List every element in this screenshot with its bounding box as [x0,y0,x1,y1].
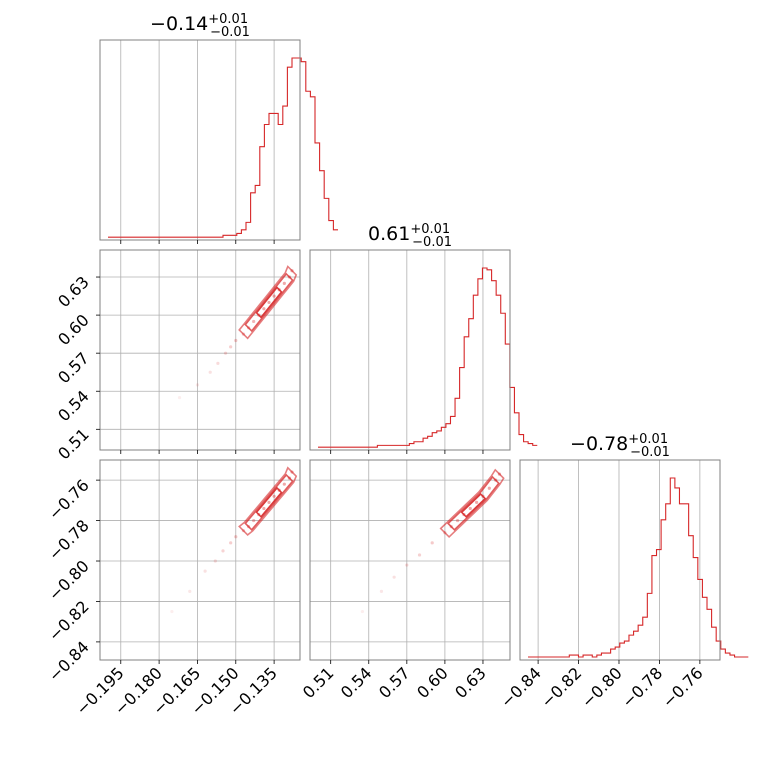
scatter-samples [177,269,294,400]
y-tick-label: −0.78 [45,516,93,564]
gridlines [330,250,484,450]
scatter-samples [170,470,294,614]
sample-point [475,500,479,504]
density-contour [255,286,283,319]
sample-point [282,281,286,285]
title-upper-error: +0.01 [410,222,450,237]
x-tick-label: 0.63 [451,663,490,702]
histogram-panel [519,459,721,661]
panel-title: −0.14+0.01 −0.01 [150,12,250,40]
sample-point [216,361,220,365]
sample-point [213,559,217,563]
x-tick-label: 0.60 [413,663,452,702]
x-tick-label: −0.82 [537,663,585,711]
sample-point [267,500,271,504]
title-value: 0.61 [368,223,410,245]
sample-point [195,383,200,387]
title-lower-error: −0.01 [210,25,250,40]
title-value: −0.78 [570,433,628,455]
correlation-panel [309,459,511,661]
sample-point [430,541,434,545]
sample-point [234,338,238,343]
correlation-panel [99,249,301,451]
histogram-line [528,477,749,658]
x-tick-label: −0.84 [497,663,545,711]
density-contour [255,486,283,518]
gridlines [120,40,275,240]
panel-title: −0.78+0.01 −0.01 [570,432,670,460]
y-tick-label: 0.63 [54,272,93,311]
histogram-panel [309,249,511,451]
sample-point [392,575,396,579]
gridlines [537,460,701,660]
correlation-panel [99,459,301,661]
y-tick-label: −0.80 [45,556,93,604]
sample-point [221,549,225,553]
sample-point [405,563,409,567]
sample-point [272,294,276,298]
x-tick-label: 0.57 [375,663,414,702]
sample-point [208,370,212,374]
sample-point [282,482,286,486]
gridlines [310,460,510,660]
sample-point [223,351,228,355]
density-contour [446,475,500,531]
x-tick-label: −0.78 [618,663,666,711]
title-value: −0.14 [150,13,208,35]
sample-point [262,506,266,511]
sample-point [229,345,233,349]
density-contour [439,468,505,539]
sample-point [379,589,384,593]
sample-point [468,506,472,511]
x-tick-label: 0.51 [299,663,338,702]
sample-point [417,553,422,557]
sample-point [252,518,256,523]
sample-point [262,307,266,311]
gridlines [100,250,300,450]
density-contour [238,265,298,340]
title-lower-error: −0.01 [630,445,670,460]
density-contour [244,272,294,333]
title-upper-error: +0.01 [208,12,248,27]
sample-point [170,609,174,614]
sample-point [234,535,238,539]
y-tick-label: 0.60 [54,310,93,349]
y-tick-label: 0.51 [54,425,93,464]
x-tick-label: −0.76 [659,663,707,711]
title-lower-error: −0.01 [412,235,452,250]
sample-point [455,518,460,523]
y-tick-label: −0.76 [45,476,93,524]
histogram-line [108,57,338,238]
x-tick-label: 0.54 [337,663,376,702]
sample-point [188,589,192,593]
panel-title: 0.61+0.01 −0.01 [368,222,452,250]
x-tick-label: −0.80 [578,663,626,711]
y-tick-label: 0.57 [54,349,93,388]
density-contour [244,473,294,531]
histogram-panel [99,39,301,241]
sample-point [252,319,256,324]
sample-point [229,541,233,545]
density-contour [460,492,487,518]
y-tick-label: 0.54 [54,387,93,426]
sample-point [272,494,276,498]
histogram-line [318,267,538,448]
sample-point [267,300,271,305]
density-contour [238,466,298,536]
sample-point [487,486,491,490]
y-tick-label: −0.82 [45,597,93,645]
sample-point [203,569,207,573]
title-upper-error: +0.01 [628,432,668,447]
sample-point [177,395,182,400]
gridlines [100,460,300,660]
sample-point [360,609,365,614]
y-tick-label: −0.84 [45,637,93,685]
